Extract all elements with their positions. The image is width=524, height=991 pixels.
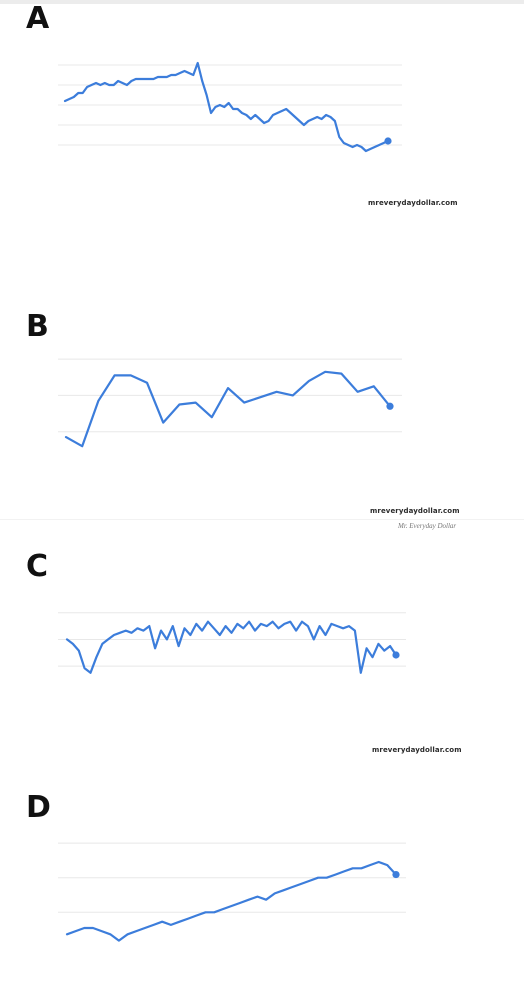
series-line — [64, 370, 392, 448]
panel-label-c: C — [26, 549, 49, 584]
panel-label-b: B — [26, 309, 49, 344]
top-strip — [0, 0, 524, 4]
chart-d — [58, 842, 406, 942]
chart-c — [58, 612, 406, 674]
panel-divider — [0, 519, 524, 520]
chart-a — [58, 61, 402, 153]
panel-label-d: D — [26, 790, 51, 825]
series-line — [65, 860, 398, 942]
series-line — [63, 61, 390, 153]
watermark-c: mreverydaydollar.com — [372, 746, 462, 754]
chart-b — [58, 358, 402, 448]
panel-label-a: A — [26, 1, 50, 36]
signature: Mr. Everyday Dollar — [398, 522, 457, 530]
end-point-marker — [392, 651, 400, 659]
watermark-b: mreverydaydollar.com — [370, 507, 460, 515]
watermark-a: mreverydaydollar.com — [368, 199, 458, 207]
end-point-marker — [384, 137, 392, 145]
end-point-marker — [392, 870, 400, 879]
series-line — [65, 620, 398, 674]
end-point-marker — [386, 402, 394, 410]
